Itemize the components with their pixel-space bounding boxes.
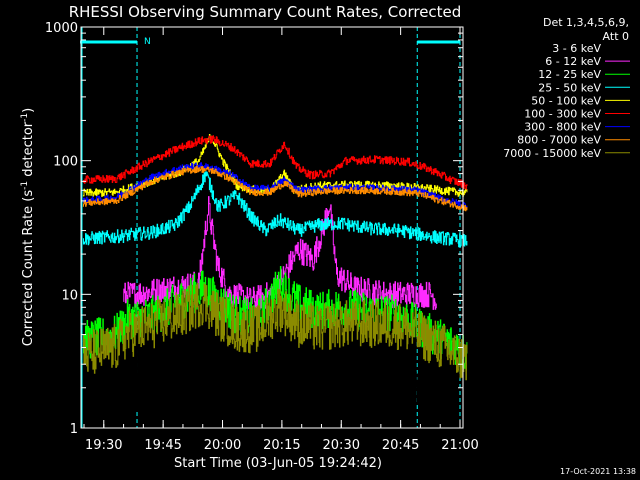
series-line-0 xyxy=(82,213,437,429)
y-tick-label-1: 10 xyxy=(61,288,78,303)
x-tick-label-1: 19:45 xyxy=(144,438,181,453)
x-tick-label-0: 19:30 xyxy=(85,438,122,453)
legend-header-line-1: Det 1,3,4,5,6,9, xyxy=(543,16,629,29)
series-line-5 xyxy=(82,135,468,190)
legend-label-5: 100 - 300 keV xyxy=(524,108,601,121)
y-axis: 1 10 100 1000 xyxy=(45,21,463,437)
series-line-3 xyxy=(82,171,468,248)
x-tick-label-3: 20:15 xyxy=(263,438,300,453)
legend-header-line-2: Att 0 xyxy=(603,30,629,43)
y-tick-label-0: 1 xyxy=(70,422,78,437)
legend-label-0: 3 - 6 keV xyxy=(552,42,601,55)
x-tick-label-6: 21:00 xyxy=(441,438,478,453)
legend-label-1: 6 - 12 keV xyxy=(545,55,601,68)
x-tick-label-5: 20:45 xyxy=(382,438,419,453)
x-axis-label: Start Time (03-Jun-05 19:24:42) xyxy=(174,456,382,471)
legend-label-7: 800 - 7000 keV xyxy=(517,134,601,147)
y-tick-label-3: 1000 xyxy=(45,21,78,36)
legend-header: Det 1,3,4,5,6,9, Att 0 xyxy=(543,16,629,43)
legend-label-4: 50 - 100 keV xyxy=(531,94,601,107)
legend-label-8: 7000 - 15000 keV xyxy=(503,147,601,160)
annotation-n: N xyxy=(144,37,151,47)
series-line-8 xyxy=(82,283,468,381)
night-markers xyxy=(80,27,461,428)
footer-date: 17-Oct-2021 13:38 xyxy=(560,467,636,476)
y-axis-label: Corrected Count Rate (s-1 detector-1) xyxy=(20,108,36,346)
chart-title: RHESSI Observing Summary Count Rates, Co… xyxy=(69,3,462,21)
x-axis: 19:30 19:45 20:00 20:15 20:30 20:45 21:00 xyxy=(83,27,479,453)
series-line-7 xyxy=(82,165,468,212)
y-tick-label-2: 100 xyxy=(53,155,78,170)
series-group xyxy=(82,134,468,429)
plot-frame xyxy=(80,26,464,429)
legend-label-3: 25 - 50 keV xyxy=(538,81,601,94)
x-tick-label-4: 20:30 xyxy=(323,438,360,453)
x-tick-label-2: 20:00 xyxy=(204,438,241,453)
legend-label-2: 12 - 25 keV xyxy=(538,68,601,81)
legend-label-6: 300 - 800 keV xyxy=(524,121,601,134)
